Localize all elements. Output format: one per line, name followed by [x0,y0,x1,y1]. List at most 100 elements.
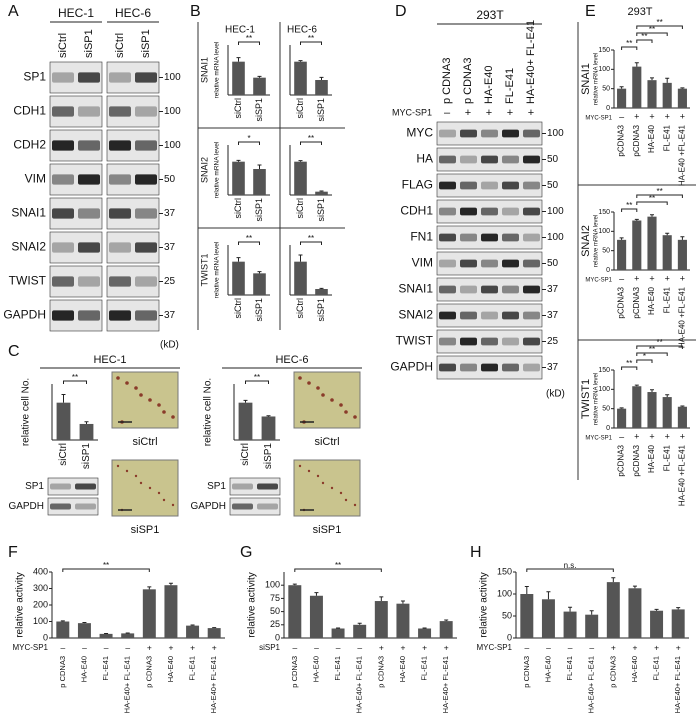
micrograph [111,371,179,429]
cell-dot [157,403,161,407]
blot-band [481,337,498,346]
y-tick-label: 0 [606,267,610,274]
bar [353,624,367,638]
panel-title: 293T [627,6,652,18]
treatment-sign: – [619,273,624,283]
treatment-sign: – [568,642,573,652]
significance-bracket [300,41,322,45]
blot-band [523,129,540,138]
significance-label: ** [656,187,662,196]
error-bar [243,399,248,403]
bar [617,408,627,428]
significance-label: ** [308,34,314,43]
size-marker: 100 [547,206,564,217]
y-axis-label: relative activity [479,572,490,638]
bar [647,216,657,270]
y-tick-label: 200 [33,599,48,609]
error-bar [190,624,195,626]
category-label: pCDNA3 [632,124,641,156]
error-bar [546,591,551,600]
blot-band [78,276,100,287]
blot-band [502,363,519,372]
bar [647,392,657,428]
error-bar [676,607,681,610]
category-label: HA-E40 [166,656,175,682]
treatment-sign: + [665,111,670,121]
treatment-sign: + [665,273,670,283]
row-label: FN1 [410,230,433,244]
row-label: SNAI1 [11,206,46,220]
blot-frame [229,497,281,516]
bar [186,625,200,638]
y-axis-label: relative activity [15,572,26,638]
significance-bracket [63,380,87,384]
significance-bracket [636,352,668,356]
blot-band [481,311,498,320]
bar [309,595,323,638]
cell-line-label: HEC-1 [225,25,255,36]
bar [606,582,620,638]
error-bar [650,389,654,393]
significance-bracket [636,359,653,363]
treatment-sign: – [82,642,87,652]
lane-label: siCtrl [114,33,126,58]
significance-label: * [247,134,250,143]
image-label: siSP1 [313,524,342,536]
row-label: SP1 [25,481,44,492]
category-label: FL-E41 [662,286,671,313]
bar [677,88,687,108]
panel-letter: A [8,3,19,20]
cell-dot [339,491,343,495]
y-tick-label: 0 [606,425,610,432]
blot-band [78,72,100,83]
cell-dot [344,498,348,502]
cell-dot [125,381,129,385]
significance-bracket [636,25,683,29]
treatment-label: MYC-SP1 [476,643,512,652]
blot-band [439,207,456,216]
error-bar [422,627,427,629]
cell-dot [171,415,175,419]
treatment-sign: – [619,431,624,441]
significance-bracket [636,345,683,349]
blot-band [78,310,100,321]
error-bar [314,592,319,596]
category-label: FL-E41 [101,656,110,681]
blot-frame [47,497,99,516]
y-tick-label: 100 [598,228,610,235]
y-axis-label: relative mRNA level [214,41,221,98]
significance-label: ** [308,134,314,143]
y-axis-label: relative mRNA level [214,141,221,198]
significance-label: ** [649,345,655,354]
treatment-label: MYC-SP1 [585,116,612,122]
treatment-label: MYC-SP1 [392,107,432,117]
error-bar [61,393,66,403]
blot-band [523,363,540,372]
blot-band [109,140,131,151]
blot-band [52,276,74,287]
category-label: HA-E40+ FL-E41 [441,656,450,713]
row-label: TWIST [9,274,47,288]
blot-band [52,310,74,321]
treatment-sign: + [665,431,670,441]
size-marker: 37 [164,208,176,219]
blot-band [52,140,74,151]
error-bar [298,254,303,262]
y-tick-label: 100 [33,616,48,626]
significance-bracket [636,201,668,205]
category-label: pCDNA3 [617,444,626,476]
significance-label: ** [246,234,252,243]
significance-bracket [294,568,382,572]
cell-dot [139,393,143,397]
lane-label: FL-E41 [504,68,516,104]
bar [315,191,328,195]
category-label: siSP1 [263,443,274,470]
category-label: p CDNA3 [144,656,153,688]
cell-dot [116,376,120,380]
treatment-label: MYC-SP1 [585,278,612,284]
y-tick-label: 50 [502,610,512,620]
blot-band [481,181,498,190]
category-label: HA-E40 [647,124,656,153]
blot-band [439,363,456,372]
error-bar [257,164,262,169]
